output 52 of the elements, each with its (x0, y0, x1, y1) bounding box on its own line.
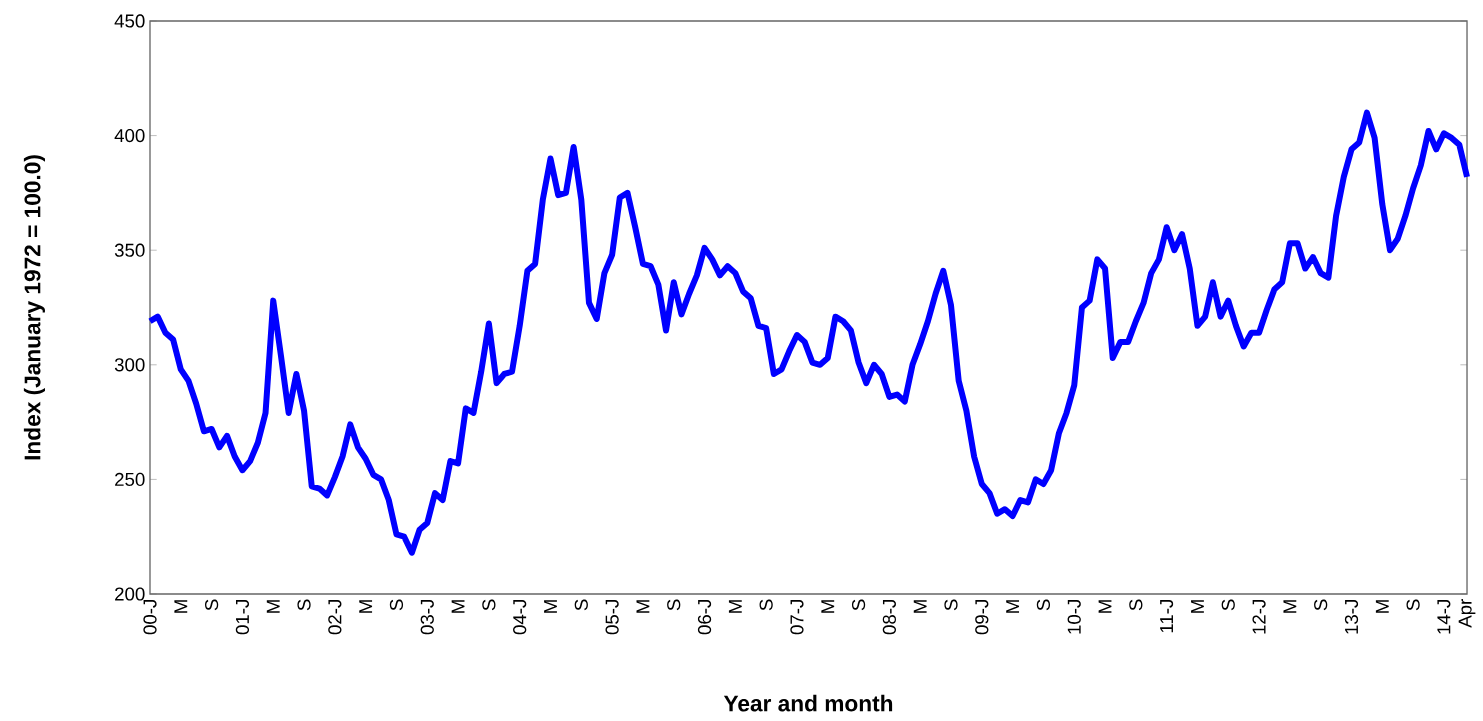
y-tick-label: 400 (114, 128, 145, 143)
x-tick-label: S (574, 599, 588, 611)
x-tick-label: M (1375, 600, 1389, 613)
x-tick-label: M (544, 600, 557, 613)
x-tick-label: M (451, 600, 465, 613)
x-tick-label: S (1129, 599, 1143, 611)
x-tick-label: Apr (1458, 599, 1476, 628)
x-tick-label: M (1098, 600, 1112, 613)
x-tick-label: 04-J (513, 600, 527, 635)
x-tick-label: S (667, 599, 681, 611)
x-tick-label: 13-J (1344, 600, 1359, 634)
x-tick-label: M (1283, 600, 1297, 613)
x-tick-label: M (359, 600, 373, 613)
y-tick-label: 200 (115, 587, 145, 601)
x-tick-label: S (297, 599, 311, 611)
x-tick-label: M (266, 600, 280, 613)
x-tick-label: M (1191, 600, 1204, 613)
x-tick-label: S (944, 599, 958, 611)
x-tick-label: 14-J (1437, 600, 1451, 634)
y-tick-label: 350 (114, 243, 145, 257)
x-tick-label: S (389, 599, 404, 611)
x-tick-label: M (728, 600, 742, 613)
x-tick-label: S (1406, 599, 1420, 611)
x-tick-label: 00-J (143, 600, 157, 635)
x-tick-label: S (482, 599, 496, 611)
x-tick-label: S (1221, 599, 1235, 611)
y-tick-label: 450 (114, 14, 145, 28)
x-tick-label: 12-J (1252, 600, 1266, 634)
x-tick-label: S (1314, 599, 1328, 611)
x-tick-label: 05-J (605, 600, 619, 635)
x-tick-label: M (174, 600, 188, 613)
x-tick-label: 10-J (1067, 600, 1081, 634)
x-tick-label: 08-J (882, 600, 896, 635)
x-tick-label: M (636, 600, 650, 613)
x-tick-label: 11-J (1160, 600, 1174, 633)
y-tick-label: 300 (114, 358, 145, 372)
x-tick-label: 06-J (697, 600, 712, 635)
x-tick-label: 07-J (790, 600, 804, 635)
x-tick-label: 09-J (975, 600, 989, 635)
x-tick-label: M (1006, 600, 1020, 613)
x-tick-label: S (205, 599, 219, 611)
x-tick-label: M (913, 600, 927, 613)
x-tick-label: S (759, 599, 773, 611)
x-tick-label: 01-J (235, 600, 250, 635)
x-tick-label: S (1036, 599, 1051, 611)
x-tick-label: S (851, 599, 866, 611)
y-axis-title: Index (January 1972 = 100.0) (23, 155, 45, 460)
x-axis-title: Year and month (723, 694, 893, 712)
x-tick-label: 02-J (328, 600, 342, 635)
y-tick-label: 250 (115, 472, 145, 487)
x-tick-label: 03-J (420, 600, 434, 635)
x-tick-label: M (821, 600, 835, 613)
